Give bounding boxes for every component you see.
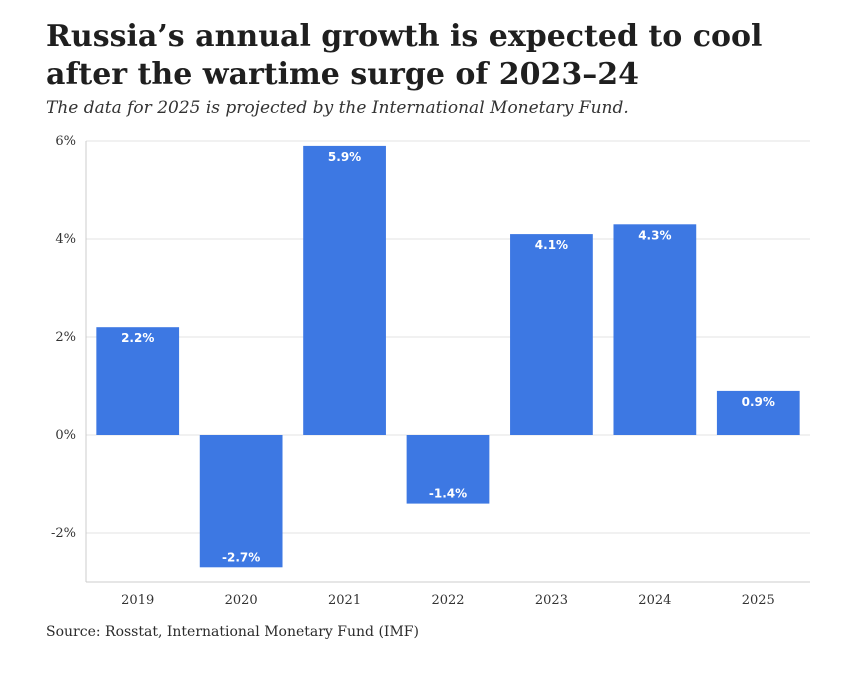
axis-layer: 6% 4% 2% 0% -2% 2019 2020 2021 2022 2023 2024 2025 [51, 134, 810, 608]
bar-2025 [716, 390, 800, 435]
x-tick-label-2023: 2023 [535, 593, 568, 608]
x-tick-label-2021: 2021 [328, 593, 361, 608]
x-tick-label-2020: 2020 [225, 593, 258, 608]
y-tick-label: 2% [55, 330, 76, 345]
bar-2023 [510, 234, 593, 435]
bar-2020 [199, 435, 283, 568]
y-tick-label: 4% [55, 232, 76, 247]
data-label-2022: -1.4% [429, 487, 467, 501]
data-label-2019: 2.2% [121, 331, 154, 345]
y-tick-label: -2% [51, 526, 76, 541]
y-tick-label: 6% [55, 134, 76, 149]
x-tick-label-2024: 2024 [638, 593, 671, 608]
label-layer: 2.2% -2.7% 5.9% -1.4% 4.1% 4.3% 0.9% [121, 150, 775, 564]
data-label-2023: 4.1% [535, 238, 568, 252]
data-label-2021: 5.9% [328, 150, 361, 164]
data-label-2025: 0.9% [742, 395, 775, 409]
y-tick-label: 0% [55, 428, 76, 443]
data-label-2020: -2.7% [222, 550, 260, 564]
x-tick-label-2022: 2022 [431, 593, 464, 608]
source-note: Source: Rosstat, International Monetary … [46, 624, 419, 640]
bar-2024 [613, 224, 697, 435]
x-tick-label-2025: 2025 [742, 593, 775, 608]
chart-title: Russia’s annual growth is expected to co… [46, 19, 763, 92]
x-tick-label-2019: 2019 [121, 593, 154, 608]
chart-subtitle: The data for 2025 is projected by the In… [46, 98, 629, 118]
bar-chart: 2.2% -2.7% 5.9% -1.4% 4.1% 4.3% 0.9% 6% 4% 2% 0% -… [51, 134, 810, 608]
data-label-2024: 4.3% [638, 228, 671, 242]
bar-2021 [303, 145, 386, 435]
bar-2022 [406, 435, 490, 504]
bar-2019 [96, 327, 180, 435]
bar-layer [96, 145, 800, 568]
